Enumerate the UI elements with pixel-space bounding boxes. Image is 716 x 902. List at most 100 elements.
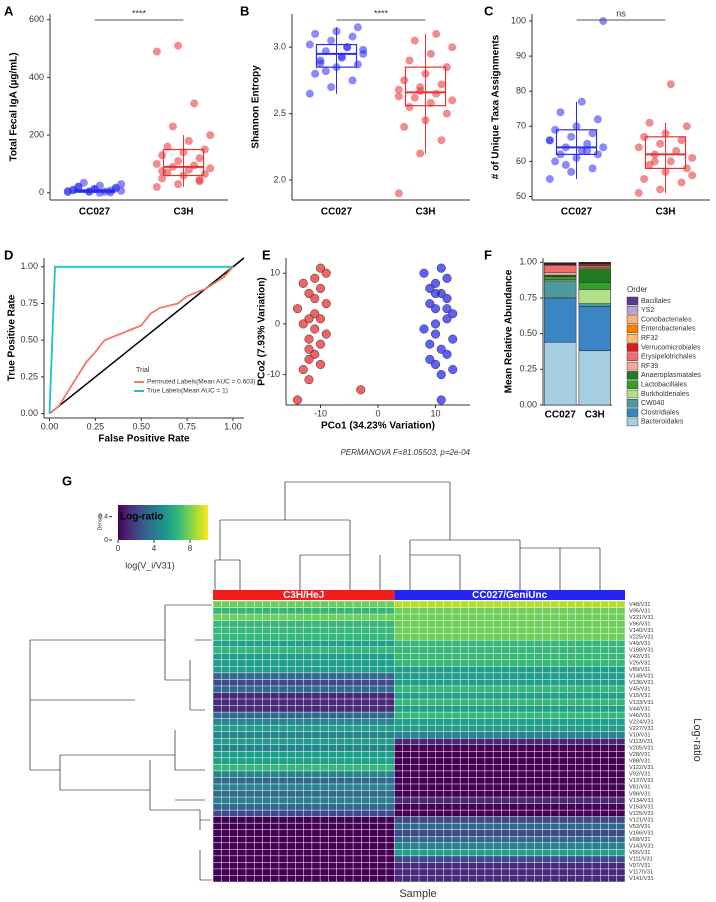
point — [436, 263, 446, 273]
point — [430, 304, 441, 314]
point — [315, 359, 326, 369]
y-axis-label: PCo2 (7.93% Variation) — [257, 277, 268, 385]
y-axis-label: True Positive Rate — [7, 294, 18, 381]
row-label: V48/V31 — [629, 602, 650, 608]
point — [152, 183, 161, 192]
panel-label: D — [4, 247, 13, 262]
point — [95, 188, 104, 197]
legend-label: Lactobacillales — [641, 382, 687, 389]
legend-label: Anaeroplasmatales — [641, 372, 701, 379]
point — [152, 159, 161, 168]
point — [315, 339, 326, 349]
point — [677, 136, 686, 145]
point — [348, 76, 357, 85]
point — [304, 344, 314, 354]
legend-label: Bacteroidales — [641, 419, 684, 426]
bar-segment — [578, 303, 611, 307]
legend-label: Erysipelotrichales — [641, 354, 696, 361]
point — [292, 304, 303, 314]
density-tick-label: 0.4 — [98, 514, 108, 521]
point — [410, 93, 419, 102]
point — [174, 180, 183, 189]
row-label: V122/V31 — [629, 765, 654, 771]
point — [206, 164, 215, 173]
row-label: V148/V31 — [629, 674, 654, 680]
point — [419, 268, 429, 278]
point — [588, 164, 597, 173]
y-tick-label: 200 — [29, 129, 44, 139]
point — [316, 59, 325, 68]
point — [394, 92, 403, 101]
point — [117, 186, 126, 195]
y-tick-label: 0.25 — [519, 364, 537, 374]
x-tick-label: C3H — [173, 207, 193, 218]
row-label: V15/V31 — [629, 693, 650, 699]
point — [545, 174, 554, 183]
point — [666, 80, 675, 89]
point — [442, 63, 451, 72]
point — [656, 185, 665, 194]
x-tick-label: CC027 — [545, 410, 577, 421]
panel-label: A — [4, 3, 14, 18]
point — [567, 167, 576, 176]
point — [315, 283, 326, 293]
point — [640, 132, 649, 141]
density-tick-label: 0 — [104, 537, 108, 544]
point — [310, 294, 320, 304]
group-bar — [213, 590, 395, 600]
point — [556, 108, 565, 117]
y-tick-label: 600 — [29, 14, 44, 24]
point — [158, 151, 167, 160]
point — [599, 17, 608, 26]
y-tick-label: 90 — [516, 50, 526, 60]
point — [179, 171, 188, 180]
legend-label: RF39 — [641, 363, 658, 370]
point — [437, 80, 446, 89]
y-tick-label: 60 — [516, 156, 526, 166]
y-tick-label: -10 — [267, 369, 280, 379]
x-tick-label: CC027 — [79, 207, 111, 218]
point — [583, 146, 592, 155]
legend-swatch — [626, 417, 639, 427]
row-label: V52/V31 — [629, 824, 650, 830]
dendrogram-left — [29, 604, 212, 881]
significance-label: **** — [374, 8, 389, 18]
y-axis-label: # of Unique Taxa Assignments — [491, 34, 502, 179]
row-label: V134/V31 — [629, 798, 654, 804]
legend-label: Burkholderiales — [641, 391, 690, 398]
y-tick-label: 0.00 — [519, 399, 537, 409]
y-tick-label: 10 — [270, 268, 280, 278]
row-label: V224/V31 — [629, 719, 654, 725]
point — [310, 324, 320, 334]
bar-segment — [578, 282, 611, 290]
point — [640, 174, 649, 183]
point — [425, 354, 435, 364]
row-label: V225/V31 — [629, 634, 654, 640]
point — [425, 283, 435, 293]
point — [168, 122, 177, 131]
point — [577, 97, 586, 106]
y-tick-label: 400 — [29, 72, 44, 82]
legend-swatch — [626, 389, 639, 399]
legend-swatch — [626, 408, 639, 417]
bar-segment — [578, 268, 611, 283]
point — [394, 189, 403, 198]
legend-swatch — [626, 334, 639, 343]
y-tick-label: 0.00 — [20, 408, 38, 418]
colorbar-tick-label: 4 — [152, 544, 157, 553]
point — [448, 309, 458, 319]
point — [356, 385, 366, 395]
point — [442, 294, 452, 304]
point — [661, 129, 670, 138]
legend-swatch — [626, 315, 639, 324]
annotation: PERMANOVA F=81.05503, p=2e-04 — [340, 448, 470, 457]
legend-label: CW040 — [641, 400, 664, 407]
legend-swatch — [626, 296, 639, 306]
point — [682, 122, 691, 131]
point — [430, 329, 441, 339]
point — [650, 150, 659, 159]
y-tick-label: 0.75 — [20, 298, 38, 308]
row-label: V111/V31 — [629, 857, 653, 863]
point — [437, 136, 446, 145]
point — [321, 67, 330, 76]
